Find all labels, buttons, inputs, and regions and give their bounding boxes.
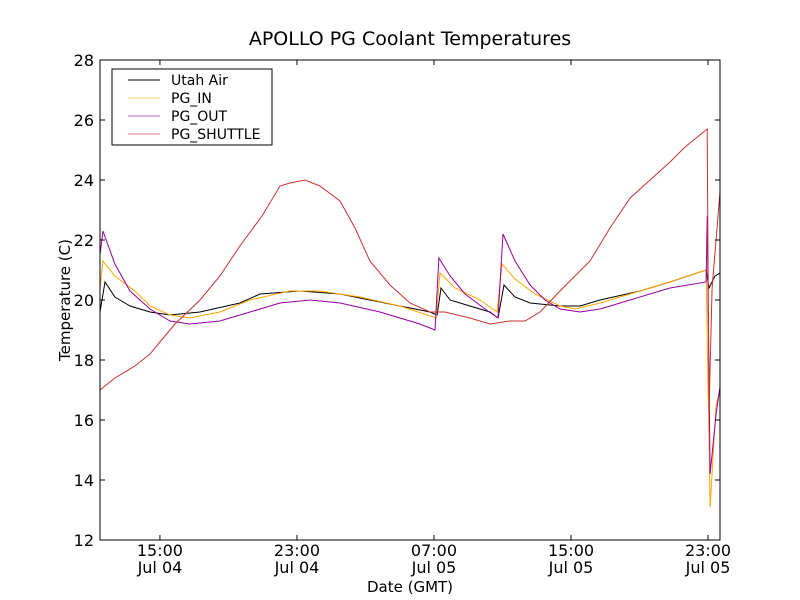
y-tick-label: 20: [74, 291, 94, 310]
x-tick-sublabel: Jul 05: [685, 558, 731, 577]
x-tick-sublabel: Jul 05: [548, 558, 594, 577]
x-tick-sublabel: Jul 05: [411, 558, 457, 577]
y-tick-label: 12: [74, 531, 94, 550]
legend-label: PG_OUT: [171, 109, 228, 125]
y-tick-label: 14: [74, 471, 94, 490]
x-tick-label: 23:00: [274, 541, 320, 560]
plot-frame: [99, 59, 721, 541]
y-tick-label: 24: [74, 171, 94, 190]
series-line-pg-out: [100, 215, 720, 475]
legend-label: Utah Air: [171, 73, 228, 89]
legend: Utah Air PG_IN PG_OUT PG_SHUTTLE: [111, 68, 273, 146]
x-tick-sublabel: Jul 04: [274, 558, 320, 577]
x-tick-sublabel: Jul 04: [137, 558, 183, 577]
x-tick-label: 07:00: [411, 541, 457, 560]
legend-box: [111, 68, 273, 146]
y-tick-label: 22: [74, 231, 94, 250]
y-tick-label: 26: [74, 111, 94, 130]
x-tick-label: 15:00: [548, 541, 594, 560]
y-tick-label: 18: [74, 351, 94, 370]
legend-label: PG_SHUTTLE: [171, 127, 260, 143]
x-axis-label: Date (GMT): [367, 578, 453, 596]
series-line-pg-shuttle: [100, 127, 720, 412]
series-group: [100, 127, 720, 508]
x-tick-label: 15:00: [137, 541, 183, 560]
y-tick-label: 16: [74, 411, 94, 430]
y-axis-label: Temperature (C): [56, 239, 74, 362]
legend-label: PG_IN: [171, 91, 212, 107]
y-tick-label: 28: [74, 51, 94, 70]
series-line-pg-in: [100, 259, 720, 508]
x-tick-label: 23:00: [685, 541, 731, 560]
chart-title: APOLLO PG Coolant Temperatures: [249, 28, 571, 50]
